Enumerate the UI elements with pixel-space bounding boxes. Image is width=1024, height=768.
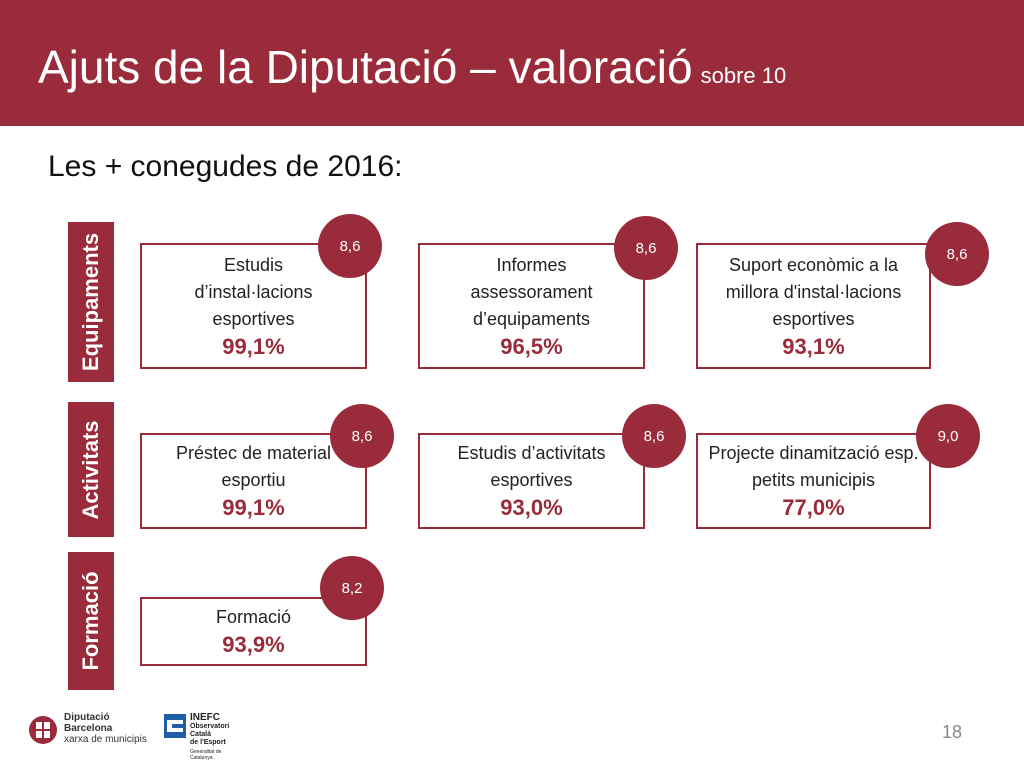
- page-number: 18: [941, 722, 962, 742]
- diputacio-shield-icon: [29, 716, 57, 744]
- title-text: Ajuts de la Diputació – valoració: [38, 41, 693, 93]
- category-equipaments: Equipaments: [68, 222, 114, 382]
- aid-label: Formació: [215, 607, 291, 627]
- aid-percent: 93,9%: [222, 632, 285, 657]
- score-badge: 9,0: [916, 404, 980, 468]
- aid-card: Suport econòmic a la millora d'instal·la…: [696, 243, 931, 369]
- logo2-line: Català: [190, 731, 212, 738]
- category-label: Formació: [78, 571, 103, 671]
- aid-percent: 96,5%: [500, 333, 563, 359]
- aid-label: Estudis d’instal·lacions esportives: [194, 254, 313, 329]
- aid-percent: 93,1%: [782, 333, 845, 359]
- score-badge: 8,6: [330, 404, 394, 468]
- logo2-line: Observatori: [190, 723, 230, 730]
- aid-card: Projecte dinamització esp. petits munici…: [696, 433, 931, 529]
- title-suffix: sobre 10: [700, 63, 787, 88]
- score-badge: 8,6: [318, 214, 382, 278]
- score-badge: 8,6: [925, 222, 989, 286]
- aid-percent: 93,0%: [500, 495, 563, 520]
- score-badge: 8,2: [320, 556, 384, 620]
- aid-percent: 99,1%: [222, 333, 285, 359]
- inefc-emblem-icon: [164, 714, 186, 738]
- aid-label: Projecte dinamització esp. petits munici…: [708, 443, 919, 490]
- aid-label: Informes assessorament d’equipaments: [470, 254, 593, 329]
- page-title: Ajuts de la Diputació – valoració sobre 1…: [38, 40, 786, 94]
- diputacio-logo: Diputació Barcelona xarxa de municipis: [28, 712, 178, 752]
- aid-label: Préstec de material esportiu: [175, 443, 332, 490]
- category-formacio: Formació: [68, 552, 114, 690]
- logo1-line: Diputació: [64, 712, 110, 723]
- logo2-line: INEFC: [190, 712, 220, 723]
- logo1-line: xarxa de municipis: [64, 734, 147, 745]
- inefc-logo: INEFC Observatori Català de l'Esport Gen…: [164, 712, 264, 764]
- category-label: Activitats: [78, 419, 103, 520]
- aid-card: Informes assessorament d’equipaments 96,…: [418, 243, 645, 369]
- category-label: Equipaments: [78, 232, 103, 372]
- aid-label: Estudis d’activitats esportives: [457, 443, 606, 490]
- score-badge: 8,6: [614, 216, 678, 280]
- aid-percent: 77,0%: [782, 495, 845, 520]
- aid-card: Estudis d’activitats esportives 93,0%: [418, 433, 645, 529]
- logo2-line: de l'Esport: [190, 739, 226, 746]
- score-badge: 8,6: [622, 404, 686, 468]
- logo1-line: Barcelona: [64, 723, 113, 734]
- aid-percent: 99,1%: [222, 495, 285, 520]
- aid-label: Suport econòmic a la millora d'instal·la…: [725, 254, 902, 329]
- header-bar: Ajuts de la Diputació – valoració sobre 1…: [0, 0, 1024, 126]
- aid-card: Préstec de material esportiu 99,1%: [140, 433, 367, 529]
- section-subtitle: Les + conegudes de 2016:: [48, 150, 403, 183]
- logo2-sub: Generalitat de Catalunya: [190, 749, 222, 761]
- category-activitats: Activitats: [68, 402, 114, 537]
